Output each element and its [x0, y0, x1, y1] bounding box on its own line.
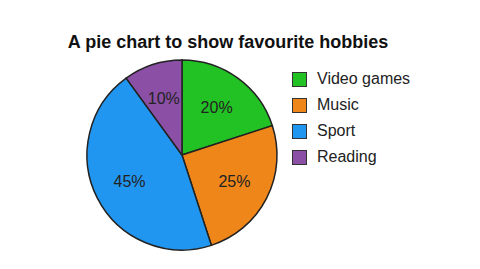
svg-text:10%: 10% [148, 90, 180, 107]
html-text:Sport: Sport [317, 122, 356, 139]
svg-text:25%: 25% [218, 173, 250, 190]
html-text:Music: Music [317, 96, 359, 113]
html-text:A pie chart to show favourite: A pie chart to show favourite hobbies [67, 32, 389, 52]
svg-text:45%: 45% [114, 173, 146, 190]
svg-text:20%: 20% [201, 99, 233, 116]
html-text:Reading: Reading [317, 148, 377, 165]
html-text:Video games: Video games [317, 70, 411, 87]
